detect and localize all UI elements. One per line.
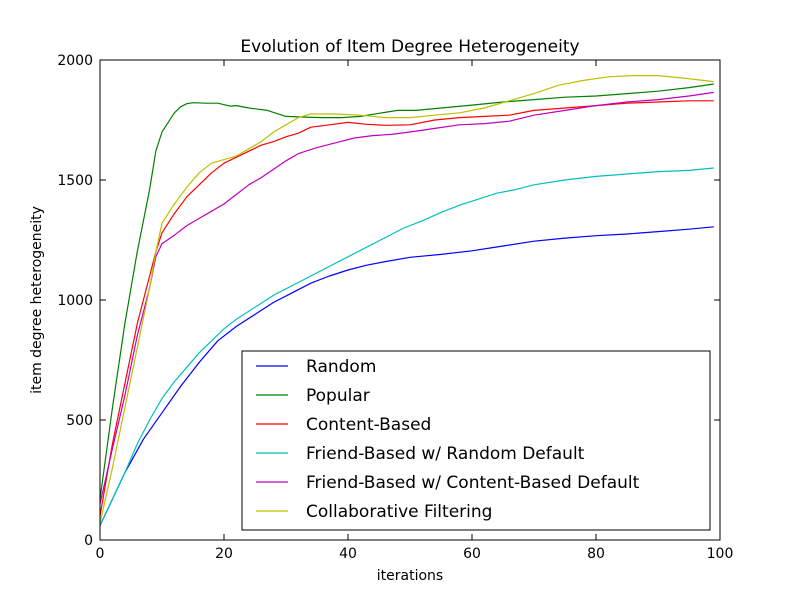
series-line-3 bbox=[99, 167, 714, 526]
series-line-5 bbox=[99, 75, 714, 524]
legend-box bbox=[241, 350, 711, 531]
x-tick-label: 80 bbox=[587, 546, 605, 562]
y-tick-label: 2000 bbox=[57, 53, 93, 69]
y-tick-label: 1500 bbox=[57, 173, 93, 189]
y-axis-label: item degree heterogeneity bbox=[29, 206, 45, 394]
legend-label-5: Collaborative Filtering bbox=[306, 502, 492, 522]
legend-label-1: Popular bbox=[306, 386, 370, 406]
chart-title: Evolution of Item Degree Heterogeneity bbox=[240, 37, 579, 57]
legend-label-4: Friend-Based w/ Content-Based Default bbox=[306, 473, 640, 493]
legend-label-0: Random bbox=[306, 357, 376, 377]
series-line-4 bbox=[99, 91, 714, 505]
x-tick-label: 20 bbox=[215, 546, 233, 562]
x-tick-label: 100 bbox=[707, 546, 734, 562]
y-tick-label: 0 bbox=[84, 533, 93, 549]
x-tick-label: 0 bbox=[96, 546, 105, 562]
series-line-0 bbox=[99, 226, 714, 526]
x-axis-label: iterations bbox=[377, 568, 443, 584]
series-line-2 bbox=[99, 100, 714, 517]
legend-label-3: Friend-Based w/ Random Default bbox=[306, 444, 585, 464]
legend-label-2: Content-Based bbox=[306, 415, 431, 435]
y-tick-label: 500 bbox=[66, 413, 93, 429]
series-line-1 bbox=[99, 83, 714, 500]
y-tick-label: 1000 bbox=[57, 293, 93, 309]
x-tick-label: 60 bbox=[463, 546, 481, 562]
series-layer bbox=[99, 75, 714, 526]
legend: Random Popular Content-Based Friend-Based w… bbox=[241, 350, 711, 531]
x-tick-label: 40 bbox=[339, 546, 357, 562]
